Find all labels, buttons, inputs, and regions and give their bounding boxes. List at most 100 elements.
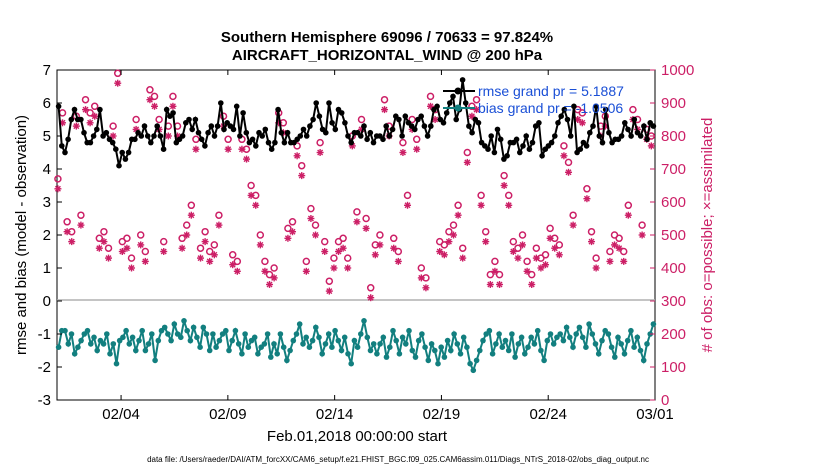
- rmse-point: [249, 136, 256, 143]
- bias-point: [502, 337, 509, 344]
- obs-assimilated-point: [611, 241, 619, 249]
- obs-assimilated-point: [647, 142, 655, 150]
- obs-possible-point: [104, 244, 113, 252]
- bias-point: [595, 351, 602, 357]
- obs-possible-point: [86, 109, 94, 117]
- bias-point: [605, 331, 612, 337]
- obs-assimilated-point: [68, 238, 76, 246]
- obs-assimilated-point: [496, 281, 504, 288]
- rmse-point: [237, 133, 243, 139]
- rmse-point: [230, 126, 237, 133]
- rmse-point: [593, 103, 599, 110]
- obs-possible-point: [136, 231, 145, 239]
- obs-possible-point: [182, 221, 191, 229]
- bias-point: [284, 357, 290, 364]
- bias-point: [583, 344, 589, 351]
- bias-point: [528, 334, 534, 341]
- obs-possible-point: [215, 211, 223, 219]
- obs-possible-point: [228, 251, 237, 259]
- bias-point: [303, 334, 310, 341]
- rmse-point: [307, 123, 313, 129]
- bias-point: [448, 347, 454, 354]
- obs-possible-point: [500, 171, 508, 180]
- obs-possible-point: [150, 92, 159, 101]
- bias-point: [518, 334, 525, 341]
- rmse-point: [618, 133, 625, 139]
- y-axis-label: rmse and bias (model - observation): [13, 115, 30, 355]
- rmse-point: [243, 129, 250, 136]
- obs-possible-point: [77, 211, 85, 219]
- rmse-point: [62, 149, 68, 156]
- obs-assimilated-point: [330, 264, 338, 272]
- obs-possible-point: [201, 227, 209, 236]
- bias-point: [544, 337, 551, 344]
- bias-point: [251, 334, 258, 341]
- bias-point: [454, 341, 461, 347]
- bias-point: [223, 327, 229, 334]
- bias-point: [293, 331, 300, 337]
- obs-possible-point: [178, 234, 186, 243]
- y-tick-label: 5: [43, 128, 51, 145]
- legend-bias-label: bias grand pr = -1.0506: [478, 100, 623, 116]
- rmse-point: [154, 123, 160, 129]
- rmse-point: [650, 123, 657, 129]
- obs-assimilated-point: [302, 267, 310, 275]
- obs-possible-point: [463, 148, 472, 157]
- bias-point: [534, 327, 541, 334]
- bias-point: [419, 331, 425, 337]
- rmse-point: [151, 133, 157, 139]
- bias-point: [277, 331, 284, 337]
- rmse-point: [625, 126, 631, 133]
- bias-point: [496, 331, 502, 337]
- obs-possible-point: [560, 142, 568, 150]
- bias-point: [100, 341, 107, 347]
- obs-assimilated-point: [394, 257, 402, 265]
- obs-assimilated-point: [86, 119, 94, 127]
- obs-possible-point: [261, 257, 269, 266]
- bias-point: [113, 360, 120, 367]
- rmse-point: [520, 143, 526, 149]
- obs-possible-point: [357, 115, 366, 124]
- data-file-footer: data file: /Users/raeder/DAI/ATM_forcXX/…: [147, 455, 649, 464]
- bias-point: [435, 360, 441, 367]
- obs-possible-point: [417, 264, 426, 272]
- rmse-point: [332, 126, 339, 133]
- rmse-point: [103, 129, 110, 136]
- obs-assimilated-point: [555, 251, 563, 259]
- bias-point: [563, 324, 570, 331]
- obs-assimilated-point: [440, 251, 448, 259]
- obs-assimilated-point: [137, 241, 145, 249]
- bias-point: [213, 344, 219, 351]
- bias-point: [149, 331, 155, 337]
- obs-possible-point: [270, 264, 278, 272]
- obs-possible-point: [187, 201, 196, 210]
- obs-possible-point: [362, 214, 370, 223]
- rmse-point: [253, 143, 259, 149]
- legend-bias-marker: [454, 104, 462, 112]
- bias-point: [425, 357, 432, 364]
- y-right-tick-label: 400: [661, 260, 686, 277]
- bias-point: [550, 341, 557, 347]
- obs-assimilated-point: [514, 254, 522, 262]
- obs-assimilated-point: [519, 241, 527, 249]
- bias-point: [142, 347, 149, 354]
- bias-point: [351, 337, 358, 344]
- y-right-tick-label: 500: [661, 227, 686, 244]
- y-tick-label: 1: [43, 260, 51, 277]
- rmse-point: [284, 129, 291, 136]
- obs-possible-point: [555, 241, 564, 249]
- obs-assimilated-point: [624, 211, 632, 219]
- bias-point: [467, 360, 473, 367]
- obs-assimilated-point: [588, 238, 596, 246]
- rmse-point: [316, 113, 323, 119]
- obs-possible-point: [307, 204, 315, 213]
- rmse-point: [485, 146, 491, 152]
- bias-point: [71, 351, 78, 357]
- obs-possible-point: [302, 257, 311, 266]
- obs-assimilated-point: [91, 112, 99, 120]
- obs-assimilated-point: [482, 238, 490, 246]
- obs-assimilated-point: [141, 257, 149, 265]
- bias-point: [313, 324, 319, 331]
- rmse-point: [297, 133, 304, 139]
- obs-assimilated-point: [376, 241, 384, 249]
